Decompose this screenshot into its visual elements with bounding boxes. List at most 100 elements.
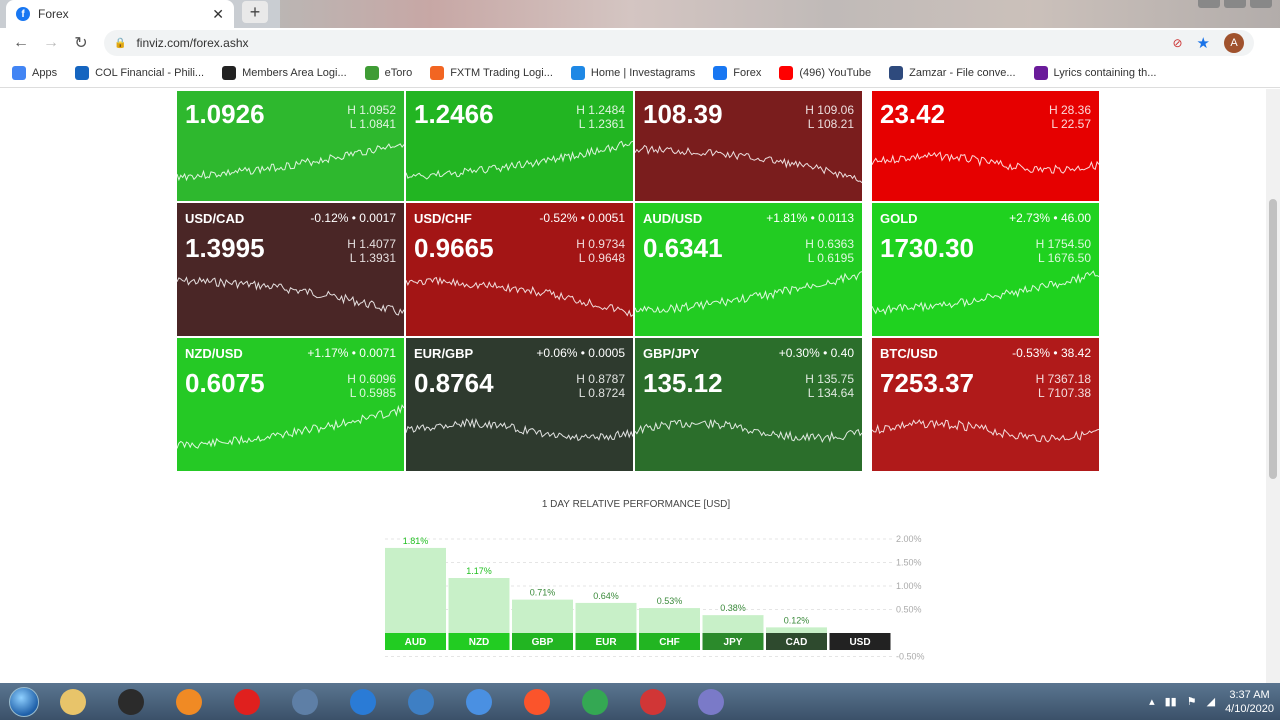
- ytick-label: 0.50%: [896, 605, 922, 615]
- forex-tile[interactable]: NZD/USD +1.17% • 0.0071 0.6075 H 0.6096 L 0.…: [177, 338, 404, 471]
- bookmark-favicon-icon: [889, 65, 904, 80]
- bookmark-item[interactable]: (496) YouTube: [779, 65, 872, 80]
- tray-arrow-icon[interactable]: ▴: [1149, 696, 1155, 708]
- flag-icon[interactable]: ⚑: [1186, 696, 1197, 708]
- taskbar-app[interactable]: [629, 685, 677, 719]
- forex-tile[interactable]: 1.0926 H 1.0952 L 1.0841: [177, 91, 404, 201]
- forex-tile[interactable]: USD/CAD -0.12% • 0.0017 1.3995 H 1.4077 L 1.…: [177, 203, 404, 336]
- taskbar-app[interactable]: [687, 685, 735, 719]
- tile-price: 1.0926: [185, 99, 265, 129]
- app2-icon: [698, 688, 724, 715]
- forex-tile[interactable]: GOLD +2.73% • 46.00 1730.30 H 1754.50 L 1676…: [872, 203, 1099, 336]
- bookmark-label: eToro: [384, 66, 413, 79]
- start-button[interactable]: [4, 684, 44, 720]
- taskbar-app[interactable]: [339, 685, 387, 719]
- clock[interactable]: 3:37 AM 4/10/2020: [1225, 688, 1274, 716]
- tile-price: 1.3995: [185, 233, 265, 263]
- taskbar-app[interactable]: [513, 685, 561, 719]
- address-bar[interactable]: 🔒 finviz.com/forex.ashx ⊘ ★ A: [104, 30, 1254, 56]
- tile-sparkline: [177, 143, 404, 182]
- chart-svg: 2.00% 1.50% 1.00% 0.50% -0.50% 1.81% AUD 1.17% N…: [385, 534, 925, 662]
- forex-tile[interactable]: 23.42 H 28.36 L 22.57: [872, 91, 1099, 201]
- minimize-button[interactable]: [1198, 0, 1220, 8]
- volume-icon[interactable]: ◢: [1206, 696, 1216, 708]
- tile-high-low: H 135.75 L 134.64: [805, 372, 854, 400]
- bookmark-item[interactable]: COL Financial - Phili...: [75, 65, 204, 80]
- bookmark-item[interactable]: Forex: [713, 65, 761, 80]
- bookmark-item[interactable]: Apps: [12, 65, 57, 80]
- sparkline-path: [872, 270, 1099, 316]
- forex-tile[interactable]: USD/CHF -0.52% • 0.0051 0.9665 H 0.9734 L 0.…: [406, 203, 633, 336]
- scrollbar-thumb[interactable]: [1269, 199, 1277, 479]
- ie-icon: [350, 688, 376, 715]
- bookmark-item[interactable]: Lyrics containing th...: [1033, 65, 1157, 80]
- tile-high-low: H 1.2484 L 1.2361: [576, 103, 625, 131]
- tile-high: H 109.06: [805, 103, 854, 117]
- bookmark-label: (496) YouTube: [799, 66, 872, 79]
- close-window-button[interactable]: [1250, 0, 1272, 8]
- close-tab-icon[interactable]: ✕: [212, 6, 224, 22]
- tile-high: H 0.6096: [347, 372, 396, 386]
- bookmark-star-icon[interactable]: ★: [1196, 35, 1210, 52]
- taskbar-app[interactable]: [165, 685, 213, 719]
- bar-value-label: 0.64%: [593, 591, 619, 601]
- taskbar-app[interactable]: [107, 685, 155, 719]
- forex-tile[interactable]: BTC/USD -0.53% • 38.42 7253.37 H 7367.18 L 7…: [872, 338, 1099, 471]
- forward-arrow-icon[interactable]: →: [43, 34, 59, 51]
- taskbar-app[interactable]: [223, 685, 271, 719]
- bookmark-item[interactable]: FXTM Trading Logi...: [430, 65, 553, 80]
- bookmark-item[interactable]: Zamzar - File conve...: [889, 65, 1016, 80]
- bar-value-label: 1.81%: [403, 536, 429, 546]
- page-scrollbar[interactable]: [1266, 89, 1280, 683]
- bar-gbp: [512, 599, 573, 633]
- bar-aud: [385, 547, 446, 633]
- bookmark-label: Zamzar - File conve...: [909, 66, 1016, 79]
- bookmark-item[interactable]: Home | Investagrams: [570, 65, 695, 80]
- reload-icon[interactable]: ↻: [74, 35, 88, 52]
- opera-icon: [234, 688, 260, 715]
- taskbar-apps: [44, 685, 740, 719]
- category-label-box: [639, 633, 700, 650]
- forex-tile[interactable]: EUR/GBP +0.06% • 0.0005 0.8764 H 0.8787 L 0.…: [406, 338, 633, 471]
- bookmark-item[interactable]: eToro: [364, 65, 413, 80]
- tile-symbol: USD/CHF: [414, 211, 472, 226]
- bookmark-favicon-icon: [430, 65, 445, 80]
- taskbar-app[interactable]: [571, 685, 619, 719]
- forex-tile[interactable]: 1.2466 H 1.2484 L 1.2361: [406, 91, 633, 201]
- bookmark-favicon-icon: [713, 65, 728, 80]
- clock-date: 4/10/2020: [1225, 702, 1274, 715]
- category-label: CHF: [659, 637, 680, 648]
- windows-orb-icon: [9, 686, 39, 717]
- tile-high-low: H 1.0952 L 1.0841: [347, 103, 396, 131]
- tabstrip-background: [280, 0, 1280, 28]
- tile-high: H 135.75: [805, 372, 854, 386]
- category-label-box: [512, 633, 573, 650]
- tile-low: L 1.3931: [349, 251, 396, 265]
- tile-symbol: EUR/GBP: [414, 346, 474, 361]
- new-tab-button[interactable]: +: [242, 1, 268, 23]
- tab-forex[interactable]: f Forex ✕: [6, 0, 234, 28]
- bookmark-item[interactable]: Members Area Logi...: [222, 65, 347, 80]
- maximize-button[interactable]: [1224, 0, 1246, 8]
- media-player-icon: [176, 688, 202, 715]
- relative-performance-chart: 1 DAY RELATIVE PERFORMANCE [USD] 2.00% 1.…: [380, 499, 940, 683]
- taskbar-app[interactable]: [455, 685, 503, 719]
- forex-tile[interactable]: 108.39 H 109.06 L 108.21: [635, 91, 862, 201]
- tile-change: -0.53% • 38.42: [1012, 346, 1091, 360]
- extension-icon[interactable]: ⊘: [1172, 36, 1183, 50]
- taskbar-app[interactable]: [397, 685, 445, 719]
- bookmark-label: Lyrics containing th...: [1053, 66, 1157, 79]
- profile-avatar[interactable]: A: [1224, 33, 1244, 53]
- tile-price: 23.42: [880, 99, 946, 129]
- taskbar-app[interactable]: [49, 685, 97, 719]
- forex-tile[interactable]: GBP/JPY +0.30% • 0.40 135.12 H 135.75 L 134.…: [635, 338, 862, 471]
- back-arrow-icon[interactable]: ←: [13, 34, 29, 51]
- tile-high-low: H 0.6363 L 0.6195: [805, 237, 854, 265]
- taskbar-app[interactable]: [281, 685, 329, 719]
- category-label: AUD: [405, 637, 427, 648]
- tile-high: H 1.4077: [347, 237, 396, 251]
- forex-tile[interactable]: AUD/USD +1.81% • 0.0113 0.6341 H 0.6363 L 0.…: [635, 203, 862, 336]
- tile-price: 0.6341: [643, 233, 723, 263]
- chart-title: 1 DAY RELATIVE PERFORMANCE [USD]: [541, 499, 731, 510]
- network-icon[interactable]: ▮▮: [1164, 696, 1177, 708]
